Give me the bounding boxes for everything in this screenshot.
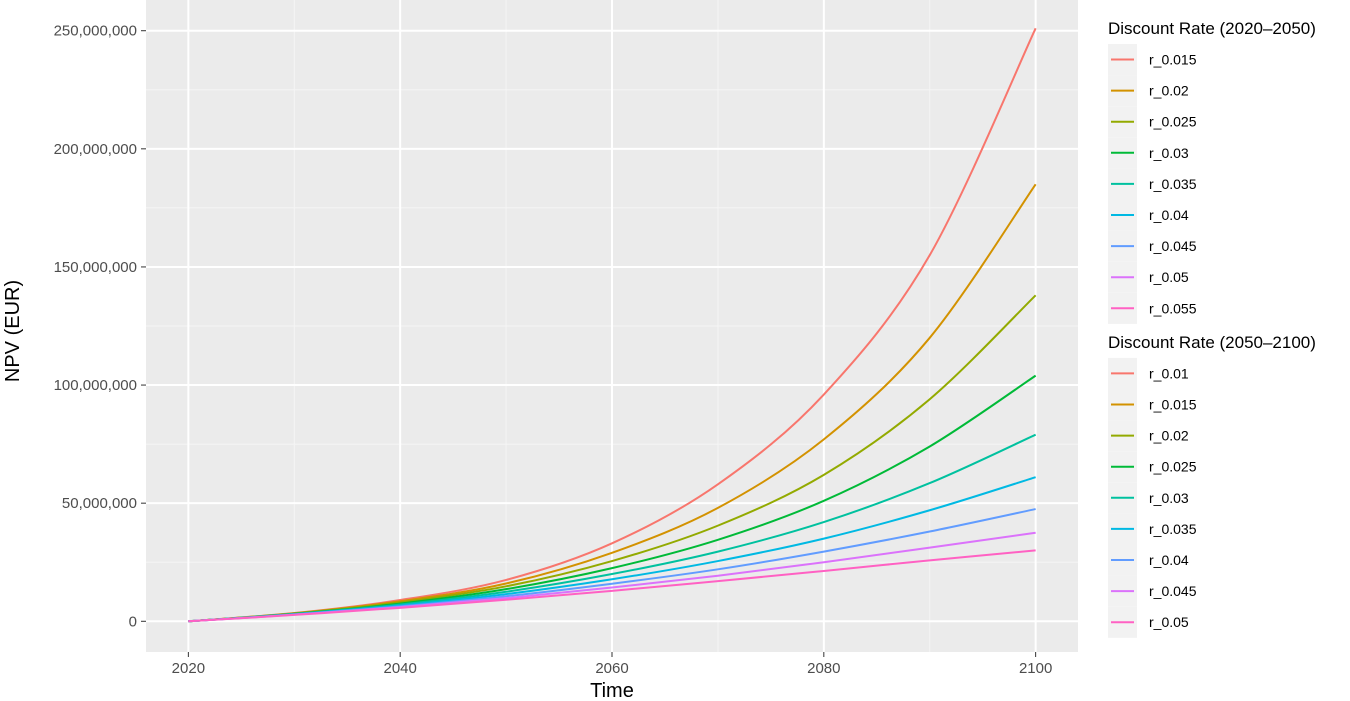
y-tick-label: 200,000,000 [54,141,137,158]
x-tick-label: 2080 [807,660,840,677]
legend-title: Discount Rate (2050–2100) [1108,333,1316,352]
legend-item-label: r_0.055 [1149,300,1197,316]
legend-item-label: r_0.05 [1149,269,1189,285]
legend-item-label: r_0.05 [1149,614,1189,630]
legends: Discount Rate (2020–2050) r_0.015 r_0.02 r_… [1108,19,1316,638]
legend-item-label: r_0.035 [1149,521,1197,537]
legend-item-label: r_0.035 [1149,176,1197,192]
y-tick-label: 150,000,000 [54,259,137,276]
legend-1: Discount Rate (2020–2050) r_0.015 r_0.02 r_… [1108,19,1316,324]
series-line-9 [188,549,1036,623]
legend-item-label: r_0.015 [1149,52,1197,68]
legend-item-label: r_0.045 [1149,238,1197,254]
legend-item-label: r_0.025 [1149,459,1197,475]
legend-item-label: r_0.045 [1149,583,1197,599]
y-axis-title: NPV (EUR) [2,280,24,382]
legend-item-label: r_0.04 [1149,552,1189,568]
y-tick-label: 250,000,000 [54,23,137,40]
legend-item-label: r_0.015 [1149,397,1197,413]
legend-item-label: r_0.02 [1149,428,1189,444]
series-lines [188,27,1037,623]
x-tick-label: 2100 [1019,660,1052,677]
legend-item-label: r_0.025 [1149,114,1197,130]
legend-item-label: r_0.03 [1149,490,1189,506]
major-gridlines [146,0,1078,652]
x-tick-label: 2020 [172,660,205,677]
y-axis: 0 50,000,000 100,000,000 150,000,000 200,000… [54,23,146,630]
legend-item-label: r_0.02 [1149,83,1189,99]
x-axis: 2020 2040 2060 2080 2100 [172,652,1052,677]
y-tick-label: 100,000,000 [54,377,137,394]
x-tick-label: 2060 [595,660,628,677]
legend-item-label: r_0.04 [1149,207,1189,223]
y-tick-label: 50,000,000 [62,495,137,512]
legend-2: Discount Rate (2050–2100) r_0.01 r_0.015 r_… [1108,333,1316,638]
legend-item-label: r_0.03 [1149,145,1189,161]
x-axis-title: Time [590,680,634,701]
legend-title: Discount Rate (2020–2050) [1108,19,1316,38]
x-tick-label: 2040 [383,660,416,677]
y-tick-label: 0 [129,613,137,630]
legend-item-label: r_0.01 [1149,365,1189,381]
